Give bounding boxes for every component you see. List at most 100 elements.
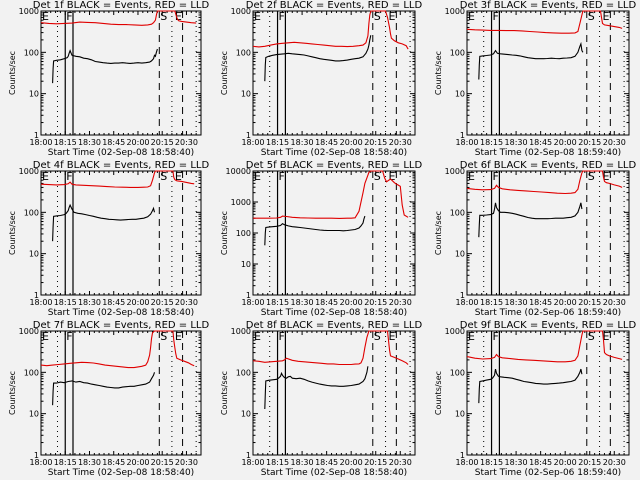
x-tick-label: 20:30: [603, 138, 626, 147]
y-tick-label: 10: [455, 250, 465, 259]
plot-frame: [466, 10, 630, 136]
series-events-line: [478, 41, 584, 80]
x-tick-label: 18:15: [480, 298, 503, 307]
x-tick-label: 18:15: [266, 458, 289, 467]
x-tick-label: 20:00: [554, 138, 577, 147]
y-tick-label: 10: [29, 90, 39, 99]
marker-letter: S: [160, 330, 167, 343]
panel-det-1: Det 1f BLACK = Events, RED = LLD 1 10 100 10…: [8, 0, 209, 158]
y-tick-label: 1000: [231, 7, 251, 16]
y-tick-label: 100: [236, 368, 251, 377]
y-tick-label: 10: [29, 410, 39, 419]
plot-frame: [40, 10, 202, 136]
x-tick-label: 20:00: [340, 298, 363, 307]
marker-letter: F: [279, 330, 285, 343]
x-tick-label: 20:15: [578, 138, 601, 147]
y-axis-label: Counts/sec: [220, 51, 229, 95]
plot-frame: [40, 330, 202, 456]
x-tick-label: 18:45: [529, 138, 552, 147]
x-tick-label: 20:00: [126, 138, 149, 147]
panel-det-7: Det 7f BLACK = Events, RED = LLD 1 10 100 10…: [8, 320, 209, 478]
panel-title: Det 5f BLACK = Events, RED = LLD: [246, 160, 423, 171]
plot-frame: [40, 170, 202, 296]
x-tick-label: 20:00: [340, 458, 363, 467]
x-axis-label: Start Time (02-Sep-06 18:59:40): [475, 468, 621, 478]
x-tick-label: 18:00: [29, 298, 52, 307]
x-tick-label: 18:45: [315, 298, 338, 307]
x-tick-label: 20:15: [578, 458, 601, 467]
x-tick-label: 20:15: [364, 298, 387, 307]
y-tick-label: 100: [24, 208, 39, 217]
series-lld-line: [252, 330, 409, 366]
y-tick-label: 1000: [445, 7, 465, 16]
marker-letter: S: [160, 10, 167, 23]
x-tick-label: 18:45: [102, 458, 125, 467]
series-lld-line: [466, 330, 623, 363]
x-axis-label: Start Time (02-Sep-06 18:59:40): [475, 308, 621, 318]
x-tick-label: 18:00: [241, 138, 264, 147]
marker-letter: E: [175, 10, 182, 23]
series-events-line: [478, 368, 583, 404]
panel-title: Det 7f BLACK = Events, RED = LLD: [33, 320, 210, 331]
y-tick-label: 1000: [19, 327, 39, 336]
x-axis-label: Start Time (02-Sep-08 18:58:40): [261, 308, 407, 318]
panel-title: Det 2f BLACK = Events, RED = LLD: [246, 0, 423, 11]
x-tick-label: 18:30: [78, 458, 101, 467]
y-tick-label: 100: [450, 368, 465, 377]
marker-letter: E: [42, 330, 49, 343]
x-tick-label: 18:30: [291, 458, 314, 467]
y-tick-label: 1000: [19, 7, 39, 16]
x-tick-label: 18:30: [291, 138, 314, 147]
marker-letter: E: [603, 10, 610, 23]
series-lld-line: [40, 170, 195, 188]
y-tick-label: 10: [29, 250, 39, 259]
marker-letter: E: [389, 170, 396, 183]
x-tick-label: 18:30: [505, 138, 528, 147]
marker-letter: S: [374, 330, 381, 343]
panel-det-6: Det 6f BLACK = Events, RED = LLD 1 10 100 10…: [434, 160, 636, 318]
marker-letter: S: [588, 170, 595, 183]
x-tick-label: 20:15: [364, 458, 387, 467]
marker-letter: E: [42, 170, 49, 183]
x-tick-label: 20:30: [603, 458, 626, 467]
series-events-line: [52, 48, 158, 84]
marker-letter: S: [588, 330, 595, 343]
series-lld-line: [40, 10, 197, 26]
x-tick-label: 18:00: [455, 458, 478, 467]
marker-letter: F: [279, 10, 285, 23]
y-tick-label: 1000: [445, 167, 465, 176]
y-axis-label: Counts/sec: [220, 211, 229, 255]
panel-title: Det 9f BLACK = Events, RED = LLD: [460, 320, 637, 331]
y-tick-label: 1: [246, 451, 251, 460]
y-tick-label: 100: [24, 48, 39, 57]
y-tick-label: 1: [34, 291, 39, 300]
marker-letter: E: [254, 170, 261, 183]
x-tick-label: 18:00: [29, 138, 52, 147]
x-tick-label: 20:30: [389, 458, 412, 467]
marker-letter: S: [374, 170, 381, 183]
y-tick-label: 10: [241, 410, 251, 419]
series-events-line: [478, 202, 583, 238]
x-tick-label: 20:15: [151, 138, 174, 147]
y-tick-label: 100: [236, 48, 251, 57]
x-tick-label: 18:45: [315, 138, 338, 147]
x-tick-label: 18:15: [480, 458, 503, 467]
panel-det-5: Det 5f BLACK = Events, RED = LLD 1 10 100 10…: [220, 160, 422, 318]
x-tick-label: 18:15: [266, 138, 289, 147]
x-tick-label: 20:00: [126, 458, 149, 467]
x-tick-label: 18:00: [455, 298, 478, 307]
marker-letter: S: [160, 170, 167, 183]
panel-det-3: Det 3f BLACK = Events, RED = LLD 1 10 100 10…: [434, 0, 636, 158]
panel-title: Det 3f BLACK = Events, RED = LLD: [460, 0, 637, 11]
series-events-line: [52, 203, 156, 242]
marker-letter: F: [66, 170, 72, 183]
series-lld-line: [253, 170, 409, 219]
y-tick-label: 1: [246, 131, 251, 140]
x-tick-label: 18:15: [480, 138, 503, 147]
x-tick-label: 18:15: [54, 298, 77, 307]
y-tick-label: 1000: [445, 327, 465, 336]
x-tick-label: 18:00: [241, 298, 264, 307]
x-tick-label: 18:00: [455, 138, 478, 147]
y-axis-label: Counts/sec: [8, 371, 17, 415]
